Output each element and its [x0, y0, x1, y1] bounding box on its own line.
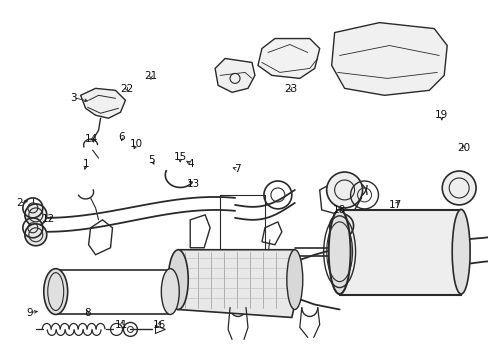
Ellipse shape	[44, 269, 67, 315]
Text: 21: 21	[144, 71, 157, 81]
Text: 11: 11	[115, 320, 128, 330]
Text: 6: 6	[118, 132, 125, 142]
Text: 10: 10	[129, 139, 142, 149]
Ellipse shape	[451, 210, 469, 294]
Text: 2: 2	[16, 198, 23, 208]
Text: 13: 13	[186, 179, 200, 189]
Ellipse shape	[328, 210, 350, 294]
Polygon shape	[81, 88, 125, 118]
Text: 22: 22	[120, 84, 133, 94]
Ellipse shape	[161, 269, 179, 315]
Text: 4: 4	[187, 159, 194, 169]
Ellipse shape	[286, 250, 302, 310]
Polygon shape	[339, 210, 460, 294]
Polygon shape	[215, 58, 254, 92]
Polygon shape	[178, 250, 294, 318]
Polygon shape	[258, 39, 319, 78]
Ellipse shape	[168, 250, 188, 310]
Text: 9: 9	[26, 308, 32, 318]
Text: 3: 3	[70, 93, 76, 103]
Text: 1: 1	[82, 159, 89, 169]
Circle shape	[441, 171, 475, 205]
Text: 15: 15	[173, 152, 186, 162]
Text: 18: 18	[332, 206, 346, 216]
Text: 16: 16	[152, 320, 165, 330]
Text: 19: 19	[434, 111, 447, 121]
Circle shape	[25, 224, 47, 246]
Circle shape	[326, 172, 362, 208]
Text: 17: 17	[388, 200, 401, 210]
Text: 14: 14	[84, 134, 98, 144]
Circle shape	[25, 204, 47, 226]
Text: 23: 23	[284, 84, 297, 94]
Text: 8: 8	[84, 308, 91, 318]
Polygon shape	[331, 23, 447, 95]
Text: 20: 20	[456, 143, 469, 153]
Text: 5: 5	[148, 155, 155, 165]
Text: 12: 12	[42, 215, 55, 224]
Text: 7: 7	[233, 164, 240, 174]
